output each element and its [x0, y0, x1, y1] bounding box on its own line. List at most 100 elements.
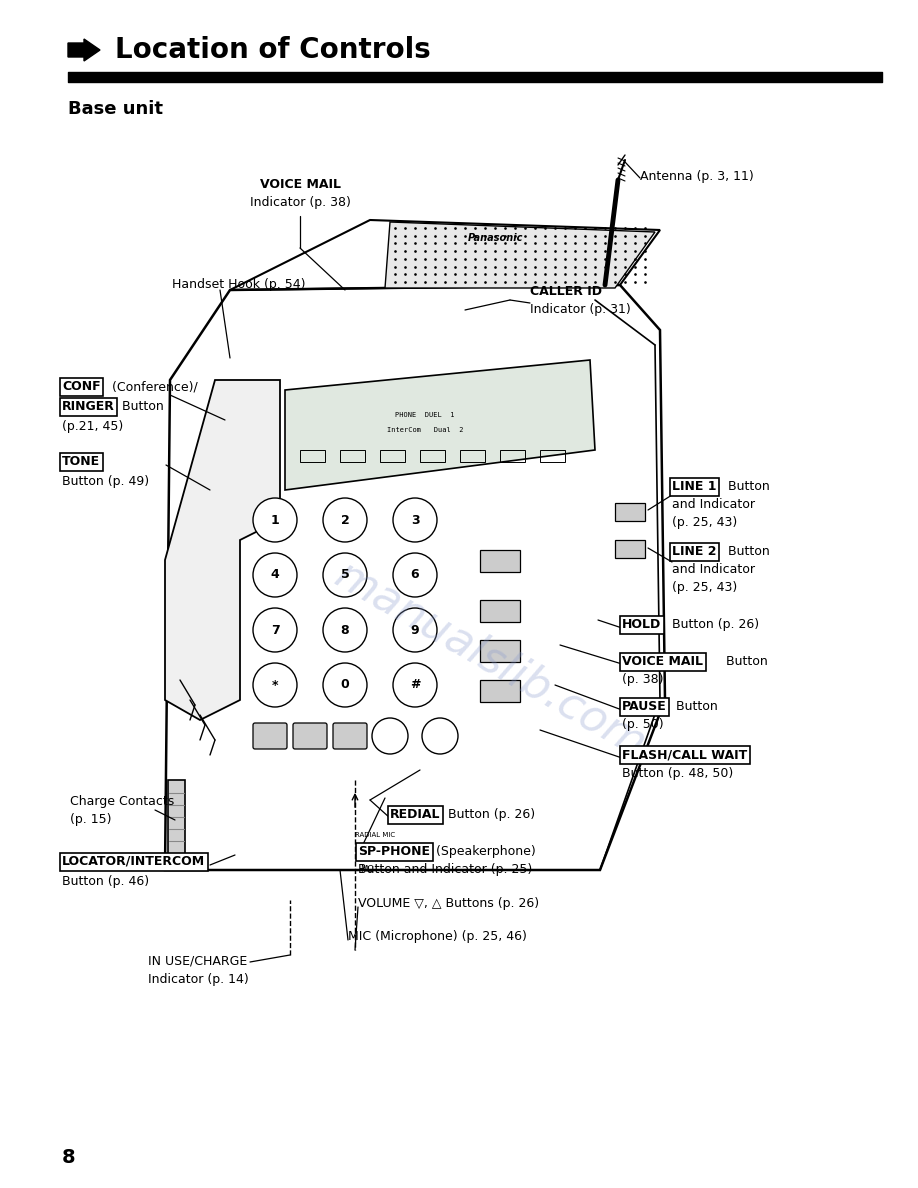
Text: Button and Indicator (p. 25): Button and Indicator (p. 25) — [358, 862, 532, 876]
Text: VOLUME ▽, △ Buttons (p. 26): VOLUME ▽, △ Buttons (p. 26) — [358, 897, 539, 910]
Text: LINE 2: LINE 2 — [672, 545, 717, 558]
Text: (Speakerphone): (Speakerphone) — [432, 845, 536, 858]
Text: InterCom   Dual  2: InterCom Dual 2 — [386, 426, 464, 432]
Circle shape — [393, 608, 437, 652]
Text: 5: 5 — [341, 569, 350, 581]
Circle shape — [253, 608, 297, 652]
Text: (p. 25, 43): (p. 25, 43) — [672, 581, 737, 594]
Text: Base unit: Base unit — [68, 100, 163, 118]
Text: Button: Button — [724, 545, 770, 558]
Text: Button: Button — [722, 655, 767, 668]
Text: LINE 1: LINE 1 — [672, 480, 717, 493]
Bar — [340, 450, 365, 462]
Text: Panasonic: Panasonic — [467, 233, 522, 244]
Text: SP-PHONE: SP-PHONE — [358, 845, 430, 858]
Text: (p.21, 45): (p.21, 45) — [62, 421, 123, 432]
Circle shape — [393, 663, 437, 707]
Text: Button (p. 46): Button (p. 46) — [62, 876, 149, 887]
Polygon shape — [165, 380, 280, 720]
Text: TONE: TONE — [62, 455, 100, 468]
Text: MIC (Microphone) (p. 25, 46): MIC (Microphone) (p. 25, 46) — [348, 930, 527, 943]
Text: 4: 4 — [271, 569, 279, 581]
Bar — [300, 450, 325, 462]
Circle shape — [393, 552, 437, 598]
Text: Button (p. 26): Button (p. 26) — [668, 618, 759, 631]
Text: HOLD: HOLD — [622, 618, 661, 631]
Text: and Indicator: and Indicator — [672, 563, 755, 576]
Text: 0: 0 — [341, 678, 350, 691]
Text: PHONE  DUEL  1: PHONE DUEL 1 — [396, 412, 454, 418]
Text: 8: 8 — [341, 624, 350, 637]
Text: MC: MC — [360, 866, 373, 874]
Circle shape — [253, 552, 297, 598]
Circle shape — [372, 718, 408, 754]
Text: Button (p. 26): Button (p. 26) — [444, 808, 535, 821]
Bar — [420, 450, 445, 462]
Text: 7: 7 — [271, 624, 279, 637]
Text: REDIAL: REDIAL — [390, 808, 441, 821]
Polygon shape — [168, 781, 185, 860]
Circle shape — [323, 498, 367, 542]
Polygon shape — [385, 222, 655, 287]
Text: CALLER ID: CALLER ID — [530, 285, 602, 298]
Text: Location of Controls: Location of Controls — [115, 36, 431, 64]
Text: RADIAL MIC: RADIAL MIC — [355, 832, 395, 838]
Text: PAUSE: PAUSE — [622, 700, 666, 713]
Text: Button: Button — [672, 700, 718, 713]
Text: FLASH/CALL WAIT: FLASH/CALL WAIT — [622, 748, 747, 762]
Text: 3: 3 — [410, 513, 420, 526]
Bar — [480, 640, 520, 662]
Bar — [480, 600, 520, 623]
Circle shape — [323, 552, 367, 598]
Bar — [615, 541, 645, 558]
Text: IN USE/CHARGE: IN USE/CHARGE — [148, 955, 247, 968]
Text: Button: Button — [724, 480, 770, 493]
Text: 2: 2 — [341, 513, 350, 526]
Text: 6: 6 — [410, 569, 420, 581]
FancyBboxPatch shape — [253, 723, 287, 748]
Text: (p. 25, 43): (p. 25, 43) — [672, 516, 737, 529]
Text: Indicator (p. 38): Indicator (p. 38) — [250, 196, 351, 209]
Text: (p. 15): (p. 15) — [70, 813, 111, 826]
Circle shape — [422, 718, 458, 754]
Text: Indicator (p. 31): Indicator (p. 31) — [530, 303, 631, 316]
Text: 9: 9 — [410, 624, 420, 637]
Text: CONF: CONF — [62, 380, 101, 393]
Bar — [460, 450, 485, 462]
Bar — [380, 450, 405, 462]
FancyArrow shape — [68, 39, 100, 61]
FancyBboxPatch shape — [293, 723, 327, 748]
Text: Charge Contacts: Charge Contacts — [70, 795, 174, 808]
Circle shape — [393, 498, 437, 542]
Text: *: * — [272, 678, 278, 691]
Text: Indicator (p. 14): Indicator (p. 14) — [148, 973, 249, 986]
Text: manualslib.com: manualslib.com — [327, 554, 654, 766]
Text: 8: 8 — [62, 1148, 75, 1167]
Text: and Indicator: and Indicator — [672, 498, 755, 511]
Bar — [480, 680, 520, 702]
Text: Antenna (p. 3, 11): Antenna (p. 3, 11) — [640, 170, 754, 183]
Text: VOICE MAIL: VOICE MAIL — [260, 178, 341, 191]
Circle shape — [323, 663, 367, 707]
Text: #: # — [409, 678, 420, 691]
Circle shape — [253, 498, 297, 542]
Text: (p. 38): (p. 38) — [622, 672, 664, 685]
Circle shape — [323, 608, 367, 652]
Text: Handset Hook (p. 54): Handset Hook (p. 54) — [172, 278, 306, 291]
Text: 1: 1 — [271, 513, 279, 526]
Bar — [500, 450, 525, 462]
Bar — [615, 503, 645, 522]
Bar — [480, 550, 520, 571]
Text: LOCATOR/INTERCOM: LOCATOR/INTERCOM — [62, 855, 205, 868]
Bar — [540, 450, 565, 462]
Circle shape — [253, 663, 297, 707]
Text: Button (p. 49): Button (p. 49) — [62, 475, 149, 488]
FancyBboxPatch shape — [333, 723, 367, 748]
Text: (Conference)/: (Conference)/ — [108, 380, 197, 393]
Polygon shape — [285, 360, 595, 489]
Text: RINGER: RINGER — [62, 400, 115, 413]
Text: VOICE MAIL: VOICE MAIL — [622, 655, 703, 668]
Text: (p. 50): (p. 50) — [622, 718, 664, 731]
Text: Button: Button — [118, 400, 163, 413]
Text: Button (p. 48, 50): Button (p. 48, 50) — [622, 767, 733, 781]
